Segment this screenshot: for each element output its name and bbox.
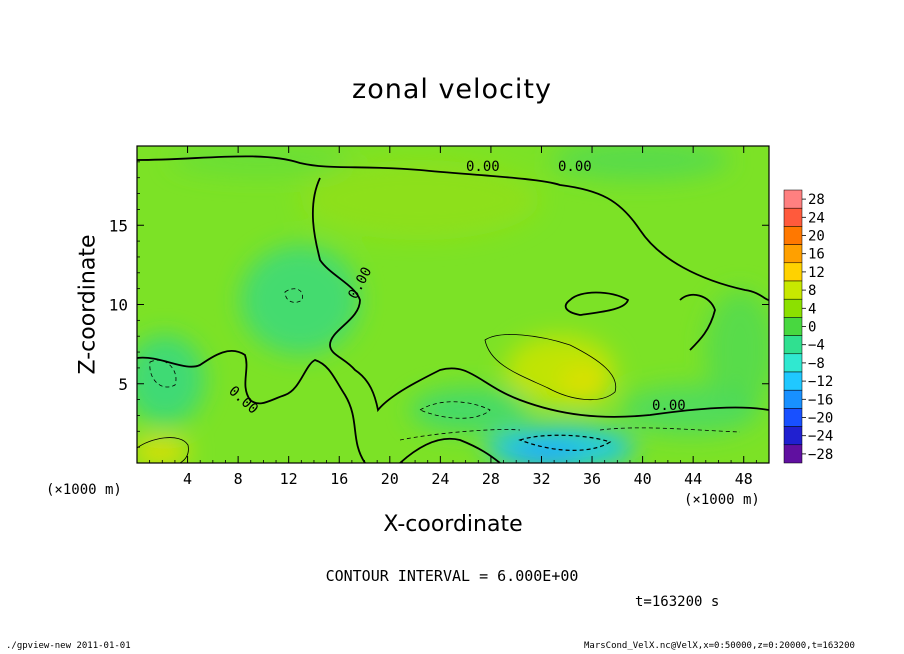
x-tick-label: 28 [482,470,500,488]
colorbar-swatch [783,353,803,373]
colorbar-swatch [783,244,803,264]
colorbar-swatch [783,262,803,282]
colorbar-label: 0 [808,320,816,336]
x-tick-label: 32 [532,470,550,488]
x-tick-label: 4 [183,470,192,488]
colorbar-label: 8 [808,283,816,299]
time-stamp: t=163200 s [635,594,720,610]
colorbar-swatch [783,280,803,300]
colorbar-swatch [783,226,803,245]
x-tick-label: 16 [330,470,348,488]
x-tick-label: 48 [735,470,753,488]
colorbar-label: 24 [808,210,825,226]
colorbar-label: 20 [808,229,825,245]
colorbar-swatch [783,189,803,209]
colorbar-swatch [783,207,803,227]
colorbar-swatch [783,408,803,427]
x-tick-label: 8 [234,470,243,488]
x-axis-label: X-coordinate [383,512,523,537]
y-tick-label: 10 [109,296,128,315]
colorbar-label: −28 [808,447,833,463]
colorbar-label: −12 [808,374,833,390]
x-axis-ticks: 4 8 12 16 20 24 28 32 36 40 44 48 [149,146,757,488]
colorbar-label: −8 [808,356,825,372]
colorbar-label: −20 [808,411,833,427]
y-axis-ticks: 5 10 15 [109,161,769,448]
contour-label: 0.00 [558,159,592,175]
colorbar-swatch [783,317,803,336]
contour-label: 0.00 [652,398,686,414]
x-unit-label-left: (×1000 m) [46,482,122,498]
x-unit-label-right: (×1000 m) [684,492,760,508]
colorbar-swatch [783,389,803,409]
contour-interval-text: CONTOUR INTERVAL = 6.000E+00 [325,567,579,585]
colorbar-swatch [783,371,803,391]
x-tick-label: 40 [634,470,652,488]
colorbar-swatch [783,426,803,446]
colorbar: 28 24 20 16 12 8 4 0 −4 −8 −12 −16 −20 −24 −28 [783,189,833,464]
x-tick-label: 20 [381,470,399,488]
colorbar-label: 16 [808,247,825,263]
chart-title: zonal velocity [352,74,552,105]
footer-left-text: ./gpview-new 2011-01-01 [6,641,131,651]
colorbar-label: −24 [808,429,833,445]
y-tick-label: 15 [109,216,128,235]
y-tick-label: 5 [118,375,128,394]
x-tick-label: 12 [280,470,298,488]
colorbar-swatch [783,298,803,318]
x-tick-label: 36 [583,470,601,488]
x-tick-label: 24 [431,470,449,488]
colorbar-label: −16 [808,392,833,408]
x-tick-label: 44 [684,470,702,488]
heatmap-field [137,146,769,463]
footer-right-text: MarsCond_VelX.nc@VelX,x=0:50000,z=0:2000… [584,641,855,651]
contour-label: 0.00 [466,159,500,175]
colorbar-swatch [783,335,803,355]
colorbar-label: 4 [808,301,816,317]
colorbar-label: 12 [808,265,825,281]
colorbar-swatch [783,444,803,464]
colorbar-label: 28 [808,192,825,208]
colorbar-label: −4 [808,338,825,354]
